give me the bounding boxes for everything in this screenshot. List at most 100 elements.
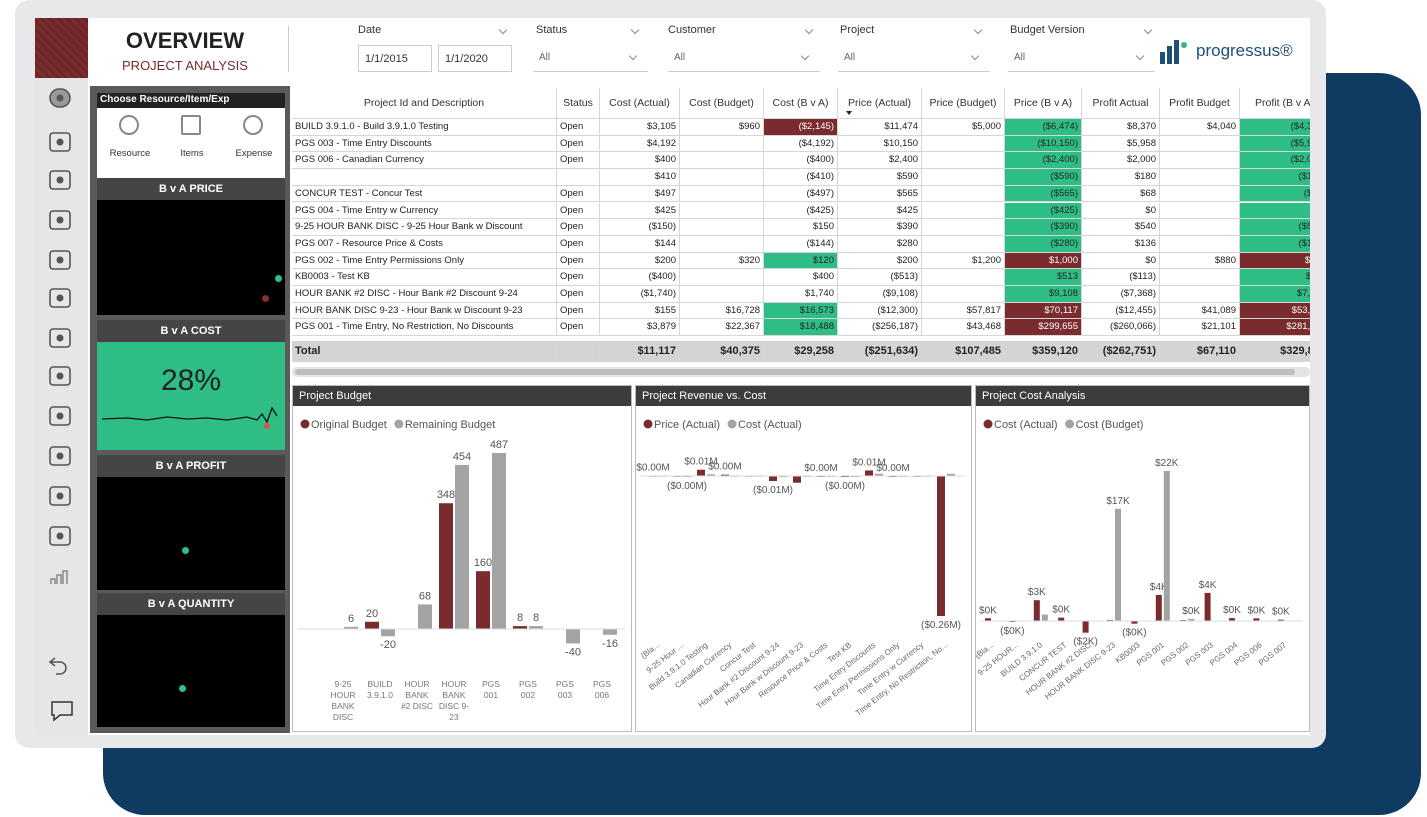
table-cell: [1160, 135, 1240, 153]
table-cell: ($4,192): [764, 135, 838, 153]
table-cell: [1160, 202, 1240, 220]
data-label: $17K: [1106, 496, 1130, 507]
nav-icon[interactable]: [51, 701, 73, 722]
data-label: ($0.00M): [825, 481, 865, 492]
card-dot: [179, 685, 186, 692]
table-cell: $0: [1240, 202, 1310, 220]
option-icon[interactable]: [243, 115, 263, 135]
nav-icon[interactable]: [49, 446, 71, 466]
option-icon[interactable]: [119, 115, 139, 135]
nav-icon[interactable]: [49, 328, 71, 348]
dropdown[interactable]: All: [1008, 45, 1155, 72]
nav-icon[interactable]: [49, 210, 71, 230]
table-cell: ($540): [1240, 219, 1310, 236]
table-cell: $41,089: [1160, 302, 1240, 320]
card-dot: [275, 275, 282, 282]
total-cell: $29,258: [764, 341, 838, 362]
table-cell: Open: [557, 219, 600, 236]
nav-icon-dot: [56, 138, 64, 146]
nav-icon-dot: [56, 176, 64, 184]
option-label[interactable]: Expense: [235, 148, 273, 159]
data-label: $0K: [1223, 605, 1241, 616]
table-cell: KB0003 - Test KB: [292, 269, 557, 286]
x-tick-label: HOUR BANK #2 DISC: [400, 679, 434, 711]
x-tick-label: 9-25 HOUR BANK DISC: [330, 679, 356, 722]
nav-icon[interactable]: [49, 406, 71, 426]
nav-icon[interactable]: [48, 657, 67, 675]
table-cell: $9,108: [1005, 286, 1082, 303]
nav-icon-dot: [56, 94, 64, 102]
nav-icon-dot: [56, 532, 64, 540]
table-cell: ($2,145): [764, 119, 838, 136]
table-cell: ($12,455): [1082, 302, 1160, 320]
table-cell: $410: [600, 169, 680, 186]
dropdown[interactable]: All: [838, 45, 990, 72]
table-cell: $2,400: [838, 152, 922, 170]
table-cell: [680, 152, 764, 170]
selector-title: Choose Resource/Item/Exp: [97, 93, 285, 108]
table-cell: $68: [1082, 185, 1160, 203]
data-label: $0K: [979, 605, 997, 616]
column-header: Price (B v A): [1005, 88, 1082, 119]
bar: [439, 503, 453, 629]
data-label: $3K: [1028, 587, 1046, 598]
legend-label: Cost (Actual): [994, 419, 1058, 431]
legend-label: Remaining Budget: [405, 419, 496, 431]
option-label[interactable]: Items: [180, 148, 204, 159]
nav-icon-dot: [56, 334, 64, 342]
nav-icon[interactable]: [50, 570, 68, 584]
bar: [707, 474, 715, 476]
sort-indicator: [846, 111, 852, 115]
table-cell: [680, 202, 764, 220]
dropdown[interactable]: All: [533, 45, 648, 72]
table-cell: $11,474: [838, 119, 922, 136]
table-cell: [922, 202, 1005, 220]
nav-icon[interactable]: [49, 526, 71, 546]
data-label: $0.01M: [684, 457, 717, 468]
card-body: 28%: [97, 342, 285, 450]
card-title: B v A PROFIT: [97, 455, 285, 477]
data-table: Project Id and Description Status Cost (Ac…: [292, 88, 1310, 362]
date-input[interactable]: 1/1/2015: [358, 45, 432, 72]
data-label: $0.00M: [804, 463, 837, 474]
chart: Cost (Actual) Cost (Budget)$0K(Bla...($0K…: [976, 419, 1303, 701]
nav-icon[interactable]: [49, 250, 71, 270]
nav-icon[interactable]: [49, 170, 71, 190]
data-label: $0K: [1182, 606, 1200, 617]
table-cell: Open: [557, 202, 600, 220]
table-cell: Open: [557, 185, 600, 203]
column-header: Project Id and Description: [292, 88, 557, 119]
column-header: Status: [557, 88, 600, 119]
chart-title: Project Cost Analysis: [976, 386, 1309, 406]
option-label[interactable]: Resource: [109, 148, 151, 159]
bar: [697, 469, 705, 476]
table-cell: [922, 235, 1005, 253]
bar: [1058, 617, 1065, 621]
table-cell: $200: [600, 252, 680, 270]
nav-icon[interactable]: [49, 288, 71, 308]
table-cell: $144: [600, 235, 680, 253]
option-icon[interactable]: [181, 115, 201, 135]
bar: [1155, 594, 1162, 621]
table-cell: $5,000: [922, 119, 1005, 136]
data-label: ($0K): [1122, 628, 1146, 639]
card-title: B v A PRICE: [97, 178, 285, 200]
table-cell: [1160, 235, 1240, 253]
nav-icon-dot: [56, 372, 64, 380]
table-cell: ($280): [1005, 235, 1082, 253]
nav-icon[interactable]: [49, 366, 71, 386]
data-label: $0K: [1248, 605, 1266, 616]
nav-icon[interactable]: [49, 486, 71, 506]
nav-icon[interactable]: [49, 132, 71, 152]
dropdown[interactable]: All: [668, 45, 820, 72]
scrollbar[interactable]: [292, 367, 1310, 377]
chart-panel: Project Revenue vs. Cost Price (Actual) Co…: [635, 385, 972, 732]
table-cell: [680, 219, 764, 236]
date-input[interactable]: 1/1/2020: [438, 45, 512, 72]
chart-panel: Project Budget Original Budget Remaining B…: [292, 385, 632, 732]
data-label: ($0K): [1000, 626, 1024, 637]
table-cell: HOUR BANK DISC 9-23 - Hour Bank w Discou…: [292, 302, 557, 320]
legend-swatch: [300, 419, 310, 429]
data-label: $0K: [1052, 605, 1070, 616]
